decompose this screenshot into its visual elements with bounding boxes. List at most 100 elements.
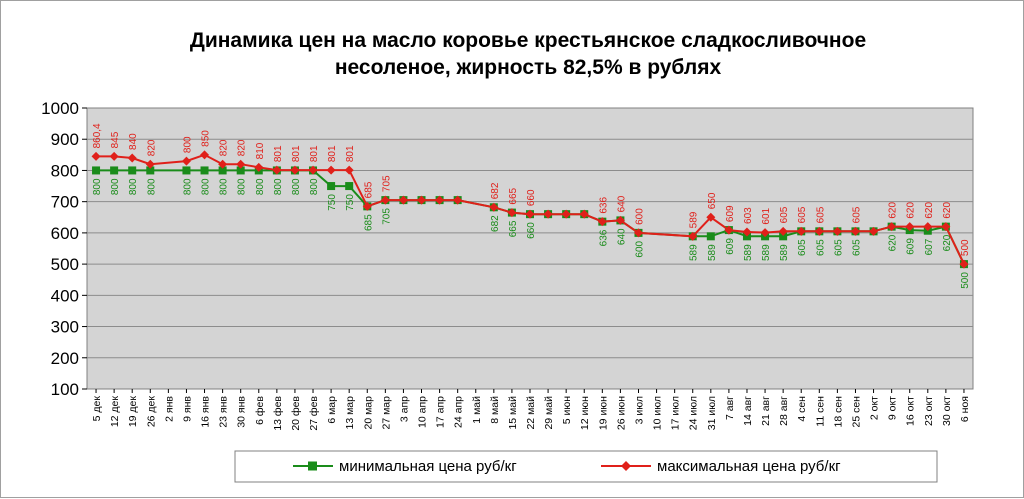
- data-point-max: [887, 222, 897, 232]
- data-label-min: 605: [851, 239, 862, 256]
- data-label-max: 820: [146, 139, 157, 156]
- data-label-max: 620: [942, 202, 953, 219]
- data-label-max: 840: [128, 133, 139, 150]
- data-point-max: [91, 151, 101, 161]
- data-label-min: 800: [309, 178, 320, 195]
- data-label-min: 589: [743, 244, 754, 261]
- x-tick-label: 28 авг: [778, 396, 790, 426]
- data-label-min: 609: [906, 238, 917, 255]
- x-tick-label: 13 фев: [272, 396, 284, 431]
- y-tick-label: 1000: [41, 99, 79, 118]
- data-label-min: 800: [255, 178, 266, 195]
- data-label-max: 605: [797, 206, 808, 223]
- data-label-max: 801: [291, 145, 302, 162]
- data-label-min: 800: [201, 178, 212, 195]
- data-point-max: [326, 165, 336, 175]
- x-tick-label: 17 июл: [670, 396, 682, 430]
- x-tick-label: 6 мар: [326, 396, 338, 424]
- chart-title-line-1: Динамика цен на масло коровье крестьянск…: [190, 29, 866, 52]
- y-tick-label: 700: [51, 193, 79, 212]
- data-label-max: 810: [255, 142, 266, 159]
- y-tick-label: 200: [51, 349, 79, 368]
- x-tick-label: 27 мар: [380, 396, 392, 430]
- data-label-max: 860,4: [92, 123, 103, 148]
- legend-marker-min: [308, 461, 317, 471]
- data-label-min: 620: [942, 234, 953, 251]
- y-tick-label: 900: [51, 130, 79, 149]
- data-point-max: [923, 222, 933, 232]
- data-label-min: 750: [327, 194, 338, 211]
- data-label-min: 800: [219, 178, 230, 195]
- x-tick-label: 23 янв: [218, 396, 230, 428]
- y-axis-ticks: 100 200 300 400 500 600 700 800 900 1000: [41, 99, 87, 399]
- data-labels: 800 800 800 800 800 800 800 800 800 800 800 800 750 7…: [92, 123, 971, 289]
- data-point-max: [633, 228, 643, 238]
- y-tick-label: 400: [51, 286, 79, 305]
- x-tick-label: 30 окт: [941, 396, 953, 426]
- data-point-max: [127, 153, 137, 163]
- data-point-max: [850, 226, 860, 236]
- x-tick-label: 7 авг: [724, 396, 736, 420]
- data-label-max: 605: [815, 206, 826, 223]
- data-label-min: 589: [689, 244, 700, 261]
- data-label-max: 820: [237, 139, 248, 156]
- data-point-min: [327, 182, 336, 191]
- x-tick-label: 20 мар: [362, 396, 374, 430]
- data-point-min: [128, 166, 137, 175]
- x-tick-label: 25 сен: [850, 396, 862, 428]
- x-tick-label: 9 окт: [887, 396, 899, 420]
- data-point-max: [236, 159, 246, 169]
- data-point-min: [706, 232, 715, 241]
- data-label-max: 800: [182, 136, 193, 153]
- data-label-min: 800: [273, 178, 284, 195]
- data-point-max: [218, 159, 228, 169]
- data-label-max: 685: [363, 181, 374, 198]
- data-point-max: [380, 195, 390, 205]
- x-tick-label: 16 янв: [200, 396, 212, 428]
- data-point-max: [543, 209, 553, 219]
- data-point-max: [109, 151, 119, 161]
- x-tick-label: 31 июл: [706, 396, 718, 430]
- x-tick-label: 18 сен: [832, 396, 844, 428]
- data-point-max: [688, 231, 698, 241]
- data-label-min: 500: [960, 272, 971, 289]
- data-point-max: [362, 201, 372, 211]
- x-tick-label: 6 ноя: [959, 396, 971, 422]
- x-tick-label: 9 янв: [181, 396, 193, 422]
- data-label-min: 609: [725, 238, 736, 255]
- data-label-min: 685: [363, 214, 374, 231]
- data-label-min: 800: [92, 178, 103, 195]
- x-tick-label: 14 авг: [742, 396, 754, 426]
- data-point-min: [779, 232, 788, 241]
- data-point-max: [724, 225, 734, 235]
- data-point-max: [254, 162, 264, 172]
- data-label-min: 800: [291, 178, 302, 195]
- chart-title-line-2: несоленое, жирность 82,5% в рублях: [335, 56, 722, 79]
- y-tick-label: 300: [51, 318, 79, 337]
- data-label-max: 605: [851, 206, 862, 223]
- x-tick-label: 11 сен: [814, 396, 826, 427]
- legend: минимальная цена руб/кг максимальная цен…: [234, 450, 938, 483]
- x-tick-label: 27 фев: [308, 396, 320, 431]
- data-point-min: [236, 166, 245, 175]
- data-label-max: 705: [381, 175, 392, 192]
- x-tick-label: 5 дек: [91, 396, 103, 422]
- data-label-min: 800: [110, 178, 121, 195]
- data-point-max: [525, 209, 535, 219]
- series-lines: [91, 150, 969, 269]
- data-label-max: 801: [327, 145, 338, 162]
- data-label-min: 665: [508, 220, 519, 237]
- x-tick-label: 8 май: [489, 396, 501, 424]
- x-tick-label: 10 июл: [652, 396, 664, 430]
- legend-marker-max: [621, 461, 631, 471]
- data-point-min: [200, 166, 209, 175]
- grid-lines: [87, 138, 973, 359]
- data-point-min: [146, 166, 155, 175]
- data-label-min: 600: [634, 240, 645, 257]
- legend-label-max: максимальная цена руб/кг: [657, 458, 841, 475]
- data-point-max: [507, 208, 517, 218]
- data-point-max: [905, 222, 915, 232]
- data-point-max: [435, 195, 445, 205]
- data-label-max: 601: [761, 207, 772, 224]
- data-label-max: 801: [273, 145, 284, 162]
